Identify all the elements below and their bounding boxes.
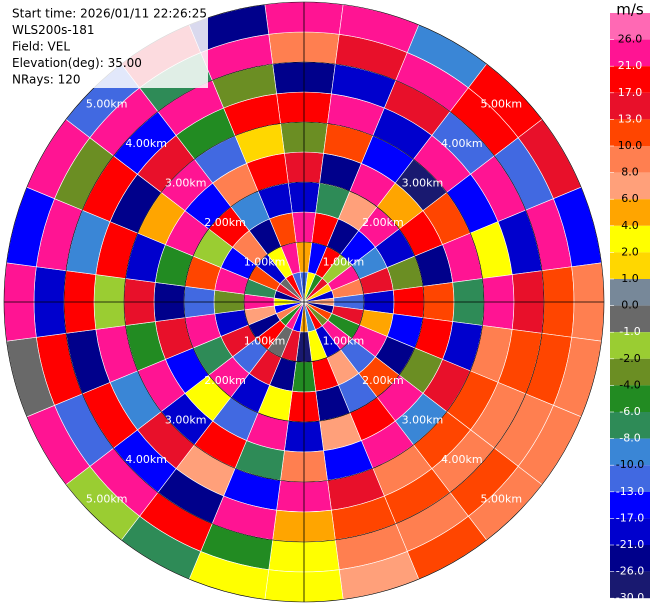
colorbar-box [610, 412, 650, 439]
colorbar-box [610, 172, 650, 200]
info-line: Elevation(deg): 35.00 [12, 56, 142, 70]
colorbar: 26.0 21.0 17.0 13.0 10.0 8.0 6.0 4.0 2.0 1.0 0.0 -1… [610, 13, 650, 604]
ring-label: 3.00km [165, 177, 207, 190]
colorbar-label: 26.0 [618, 33, 643, 46]
colorbar-box [610, 358, 650, 386]
colorbar-label: -30.0 [616, 591, 644, 604]
colorbar-box [610, 571, 650, 599]
colorbar-box [610, 438, 650, 466]
ring-label: 1.00km [244, 334, 286, 347]
info-background [8, 4, 208, 88]
colorbar-box [610, 199, 650, 226]
ring-label: 5.00km [480, 492, 522, 505]
colorbar-box [610, 491, 650, 519]
ring-label: 4.00km [125, 137, 167, 150]
colorbar-label: -26.0 [616, 565, 644, 578]
colorbar-label: 2.0 [621, 245, 639, 258]
ring-label: 1.00km [323, 334, 365, 347]
range-ring [243, 241, 365, 363]
ring-label: 4.00km [125, 453, 167, 466]
ring-label: 2.00km [362, 374, 404, 387]
colorbar-label: 4.0 [621, 219, 639, 232]
info-line: Field: VEL [12, 40, 70, 54]
colorbar-label: 13.0 [618, 112, 643, 125]
colorbar-label: -21.0 [616, 538, 644, 551]
colorbar-label: -2.0 [619, 352, 640, 365]
colorbar-box [610, 305, 650, 333]
range-ring [3, 1, 605, 603]
colorbar-box [610, 279, 650, 306]
info-line: Start time: 2026/01/11 22:26:25 [12, 7, 207, 21]
ring-label: 5.00km [86, 492, 128, 505]
info-box: Start time: 2026/01/11 22:26:25 WLS200s-1… [8, 4, 208, 88]
ring-label: 2.00km [204, 216, 246, 229]
colorbar-label: -1.0 [619, 325, 640, 338]
ring-label: 2.00km [362, 216, 404, 229]
ring-label: 3.00km [402, 177, 444, 190]
colorbar-label: -8.0 [619, 432, 640, 445]
colorbar-label: 10.0 [618, 139, 643, 152]
ring-label: 4.00km [441, 137, 483, 150]
colorbar-box [610, 332, 650, 359]
colorbar-label: 0.0 [621, 299, 639, 312]
colorbar-box [610, 13, 650, 40]
colorbar-label: -10.0 [616, 458, 644, 471]
colorbar-label: -17.0 [616, 511, 644, 524]
colorbar-label: 6.0 [621, 192, 639, 205]
ring-label: 5.00km [480, 98, 522, 111]
info-line: NRays: 120 [12, 73, 81, 87]
range-ring [63, 61, 545, 543]
ring-label: 5.00km [86, 98, 128, 111]
colorbar-box [610, 385, 650, 412]
colorbar-box [610, 146, 650, 173]
colorbar-box [610, 545, 650, 572]
colorbar-label: 21.0 [618, 59, 643, 72]
colorbar-label: -6.0 [619, 405, 640, 418]
info-line: WLS200s-181 [12, 23, 95, 37]
ppi-plot [3, 1, 605, 603]
colorbar-label: 17.0 [618, 86, 643, 99]
colorbar-box [610, 119, 650, 146]
colorbar-box [610, 518, 650, 545]
colorbar-label: 1.0 [621, 272, 639, 285]
ring-label: 1.00km [323, 256, 365, 269]
colorbar-box [610, 225, 650, 253]
colorbar-box [610, 39, 650, 67]
colorbar-box [610, 92, 650, 120]
range-ring [123, 121, 485, 483]
ring-label: 4.00km [441, 453, 483, 466]
colorbar-box [610, 66, 650, 93]
colorbar-label: -4.0 [619, 378, 640, 391]
grid: 1.00km 1.00km 1.00km 1.00km 2.00km 2.00km 2.00… [3, 1, 605, 603]
range-ring [183, 181, 425, 423]
colorbar-box [610, 252, 650, 279]
ring-label: 3.00km [402, 413, 444, 426]
colorbar-label: 8.0 [621, 166, 639, 179]
ring-label: 2.00km [204, 374, 246, 387]
colorbar-box [610, 465, 650, 492]
colorbar-unit: m/s [616, 1, 644, 19]
ring-label: 1.00km [244, 256, 286, 269]
colorbar-label: -13.0 [616, 485, 644, 498]
ring-label: 3.00km [165, 413, 207, 426]
